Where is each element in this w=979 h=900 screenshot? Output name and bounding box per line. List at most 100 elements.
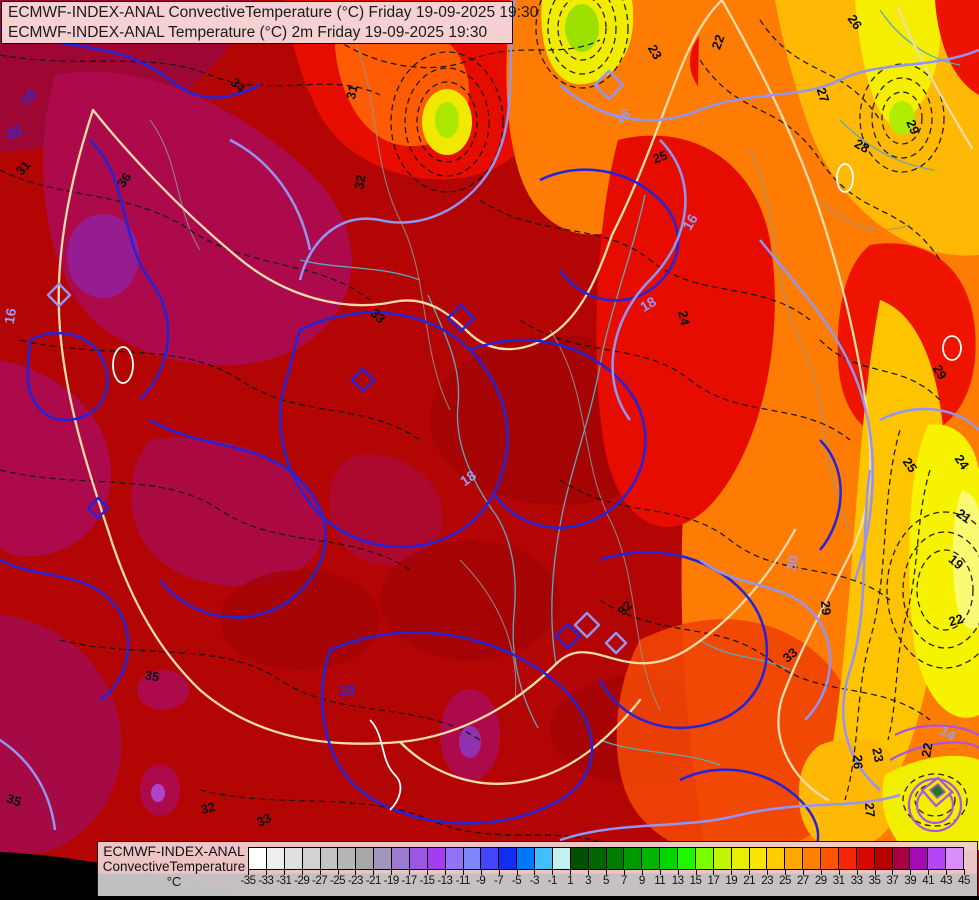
colorbar-cell xyxy=(587,848,606,869)
colorbar-cell xyxy=(498,848,517,869)
colorbar-cell xyxy=(677,848,695,869)
colorbar-tick xyxy=(373,869,375,875)
colorbar-cell xyxy=(748,848,767,869)
colorbar-cell xyxy=(462,848,481,869)
colorbar-cell xyxy=(391,848,409,869)
rivers xyxy=(299,9,961,766)
country-borders xyxy=(57,0,974,802)
title-line-convective: ECMWF-INDEX-ANAL ConvectiveTemperature (… xyxy=(8,4,539,21)
colorbar-tick xyxy=(427,869,428,875)
colorbar-tick xyxy=(677,869,679,875)
colorbar-tick xyxy=(641,869,643,875)
colorbar-tick xyxy=(319,869,321,875)
colorbar-cell xyxy=(301,848,320,869)
colorbar-tick xyxy=(606,869,607,875)
colorbar-cell xyxy=(283,848,302,869)
legend-text-block: ECMWF-INDEX-ANAL ConvectiveTemperature °… xyxy=(100,843,248,889)
colorbar-tick xyxy=(534,869,536,875)
colorbar-tick-label: 39 xyxy=(904,875,917,887)
colorbar-cell xyxy=(623,848,642,869)
colorbar-ticks xyxy=(248,869,965,875)
colorbar-tick xyxy=(892,869,894,875)
colorbar-tick-label: 31 xyxy=(832,875,845,887)
colorbar-cell xyxy=(802,848,820,869)
gray-contours xyxy=(149,29,911,711)
colorbar-tick-label: -21 xyxy=(365,875,382,887)
colorbar-tick-label: 19 xyxy=(725,875,738,887)
colorbar xyxy=(248,847,964,870)
colorbar-tick-label: -17 xyxy=(401,875,418,887)
convective-contours xyxy=(0,0,979,851)
colorbar-tick xyxy=(785,869,786,875)
colorbar-tick-label: 27 xyxy=(796,875,809,887)
colorbar-tick xyxy=(283,869,285,875)
colorbar-tick xyxy=(498,869,500,875)
colorbar-tick-label: 29 xyxy=(814,875,827,887)
colorbar-tick xyxy=(409,869,411,875)
colorbar-tick xyxy=(391,869,393,875)
colorbar-cell xyxy=(426,848,445,869)
legend-units: °C xyxy=(166,874,182,889)
colorbar-cell xyxy=(408,848,427,869)
colorbar-cell xyxy=(605,848,624,869)
colorbar-tick-label: 25 xyxy=(779,875,791,887)
violet-contours xyxy=(889,724,979,833)
colorbar-cell xyxy=(873,848,892,869)
colorbar-tick-label: 13 xyxy=(671,875,684,887)
colorbar-cell xyxy=(534,848,552,869)
colorbar-tick-label: -27 xyxy=(312,875,328,887)
legend-model: ECMWF-INDEX-ANAL xyxy=(103,843,245,859)
colorbar-cell xyxy=(659,848,677,869)
colorbar-tick-label: -25 xyxy=(329,875,346,887)
colorbar-tick xyxy=(928,869,930,875)
colorbar-tick-label: -3 xyxy=(529,875,540,887)
colorbar-tick xyxy=(570,869,572,875)
colorbar-cell xyxy=(820,848,838,869)
colorbar-tick-label: 45 xyxy=(958,875,970,887)
colorbar-tick-label: -15 xyxy=(419,875,435,887)
colorbar-cell xyxy=(355,848,374,869)
colorbar-tick xyxy=(695,869,697,875)
colorbar-tick-label: -23 xyxy=(347,875,364,887)
colorbar-tick-label: -29 xyxy=(294,875,310,887)
colorbar-tick-label: 23 xyxy=(761,875,773,887)
colorbar-tick xyxy=(731,869,733,875)
colorbar-cell xyxy=(337,848,356,869)
colorbar-tick-label: 17 xyxy=(707,875,720,887)
colorbar-tick xyxy=(337,869,339,875)
colorbar-tick-label: 7 xyxy=(620,875,627,887)
t2m-contours-periwinkle xyxy=(0,0,979,842)
colorbar-tick xyxy=(767,869,769,875)
colorbar-tick-label: 35 xyxy=(868,875,881,887)
colorbar-tick-label: -11 xyxy=(455,875,471,887)
colorbar-tick xyxy=(874,869,876,875)
colorbar-cell xyxy=(730,848,749,869)
colorbar-tick-label: -9 xyxy=(476,875,486,887)
colorbar-tick xyxy=(802,869,804,875)
colorbar-tick xyxy=(301,869,303,875)
colorbar-tick xyxy=(462,869,464,875)
colorbar-tick xyxy=(856,869,858,875)
colorbar-tick xyxy=(820,869,822,875)
colorbar-tick-label: 1 xyxy=(567,875,574,887)
colorbar-cell xyxy=(551,848,570,869)
legend-parameter: ConvectiveTemperature xyxy=(102,859,246,874)
colorbar-tick-label: -7 xyxy=(493,875,504,887)
colorbar-tick-label: 41 xyxy=(922,875,935,887)
colorbar-tick-label: 3 xyxy=(585,875,592,887)
colorbar-tick xyxy=(946,869,948,875)
bottom-black-strip xyxy=(0,896,979,900)
colorbar-cell xyxy=(694,848,713,869)
colorbar-tick xyxy=(659,869,661,875)
colorbar-cell xyxy=(766,848,785,869)
colorbar-cell xyxy=(945,848,963,869)
colorbar-tick-label: 21 xyxy=(743,875,756,887)
colorbar-cell xyxy=(855,848,874,869)
colorbar-cell xyxy=(444,848,463,869)
colorbar-tick-label: -13 xyxy=(437,875,453,887)
colorbar-tick-labels: -35 -33 -31 -29 -27 -25 -23 -21 -19 -17 -15 -13 -11-… xyxy=(240,875,970,890)
colorbar-cell xyxy=(480,848,499,869)
colorbar-tick xyxy=(838,869,840,875)
